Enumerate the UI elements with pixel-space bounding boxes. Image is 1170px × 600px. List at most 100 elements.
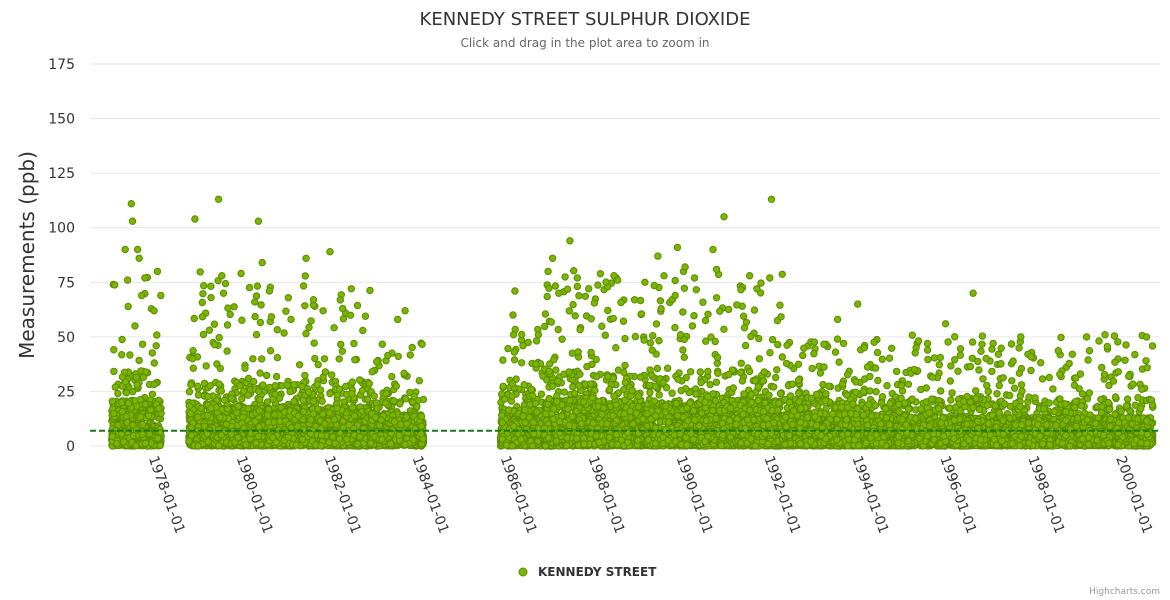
data-point[interactable] [320,355,329,363]
data-point[interactable] [328,371,336,379]
data-point[interactable] [255,407,263,415]
data-point[interactable] [333,404,341,412]
data-point[interactable] [224,405,232,413]
data-point[interactable] [141,439,150,447]
data-point[interactable] [290,381,298,389]
data-point[interactable] [293,422,302,430]
data-point[interactable] [335,385,344,393]
data-point[interactable] [233,409,241,417]
data-point[interactable] [133,381,141,389]
data-point[interactable] [118,335,126,344]
data-point[interactable] [234,402,243,411]
data-point[interactable] [241,364,249,372]
data-point[interactable] [263,371,271,380]
data-point[interactable] [132,426,141,434]
data-point[interactable] [230,303,238,311]
data-point[interactable] [132,373,140,382]
data-point[interactable] [118,373,127,381]
data-point[interactable] [311,354,319,363]
data-point[interactable] [120,438,128,446]
data-point[interactable] [272,372,281,381]
data-point[interactable] [216,413,224,422]
data-point[interactable] [336,296,344,304]
data-point[interactable] [287,315,295,324]
data-point[interactable] [339,315,348,323]
data-point[interactable] [122,412,131,421]
data-point[interactable] [341,382,350,391]
data-point[interactable] [326,390,334,398]
data-point[interactable] [415,377,423,385]
data-point[interactable] [239,413,247,421]
data-point[interactable] [224,304,232,312]
data-point[interactable] [135,356,143,365]
data-point[interactable] [216,364,225,373]
data-point[interactable] [305,323,313,332]
data-point[interactable] [348,378,357,386]
data-point[interactable] [194,391,203,399]
data-point[interactable] [304,388,313,397]
data-point[interactable] [207,282,215,290]
data-point[interactable] [284,433,292,441]
data-point[interactable] [258,355,266,363]
data-point[interactable] [185,388,194,396]
data-point[interactable] [199,330,208,339]
data-point[interactable] [282,307,290,315]
data-point[interactable] [299,282,308,290]
data-point[interactable] [150,380,158,389]
data-point[interactable] [207,404,215,412]
data-point[interactable] [353,301,362,310]
data-point[interactable] [190,314,198,323]
data-point[interactable] [284,294,292,302]
data-point[interactable] [126,351,134,359]
data-point[interactable] [370,392,378,400]
data-point[interactable] [408,343,416,352]
data-point[interactable] [256,396,264,404]
data-point[interactable] [295,361,304,369]
data-point[interactable] [108,397,117,405]
data-point[interactable] [273,353,282,362]
data-point[interactable] [378,340,386,348]
data-point[interactable] [122,389,131,397]
data-point[interactable] [418,340,426,348]
data-point[interactable] [238,316,246,324]
data-point[interactable] [273,326,281,334]
data-point[interactable] [256,318,265,327]
data-point[interactable] [197,404,206,412]
data-point[interactable] [114,389,122,398]
data-point[interactable] [335,355,343,363]
data-point[interactable] [217,387,226,395]
data-point[interactable] [353,440,362,448]
data-point[interactable] [302,330,310,338]
data-point[interactable] [272,438,280,447]
data-point[interactable] [347,285,355,293]
data-point[interactable] [193,382,202,390]
data-point[interactable] [198,313,207,321]
data-point[interactable] [189,364,198,372]
data-point[interactable] [186,410,195,418]
data-point[interactable] [117,398,126,407]
data-point[interactable] [267,313,276,321]
data-point[interactable] [252,330,261,339]
data-point[interactable] [210,341,219,349]
data-point[interactable] [329,433,337,441]
data-point[interactable] [301,302,309,310]
data-point[interactable] [350,339,358,348]
data-point[interactable] [118,351,126,359]
data-point[interactable] [319,410,327,418]
data-point[interactable] [299,425,308,434]
data-point[interactable] [196,268,204,276]
data-point[interactable] [242,440,250,449]
data-point[interactable] [110,367,118,376]
data-point[interactable] [254,432,263,440]
data-point[interactable] [361,312,370,320]
data-point[interactable] [269,395,277,403]
data-point[interactable] [238,395,246,403]
data-point[interactable] [222,420,231,429]
data-point[interactable] [280,329,288,337]
data-point[interactable] [154,434,162,442]
data-point[interactable] [338,347,346,355]
data-point[interactable] [276,417,284,425]
data-point[interactable] [237,269,245,278]
data-point[interactable] [307,317,315,325]
data-point[interactable] [132,441,140,450]
